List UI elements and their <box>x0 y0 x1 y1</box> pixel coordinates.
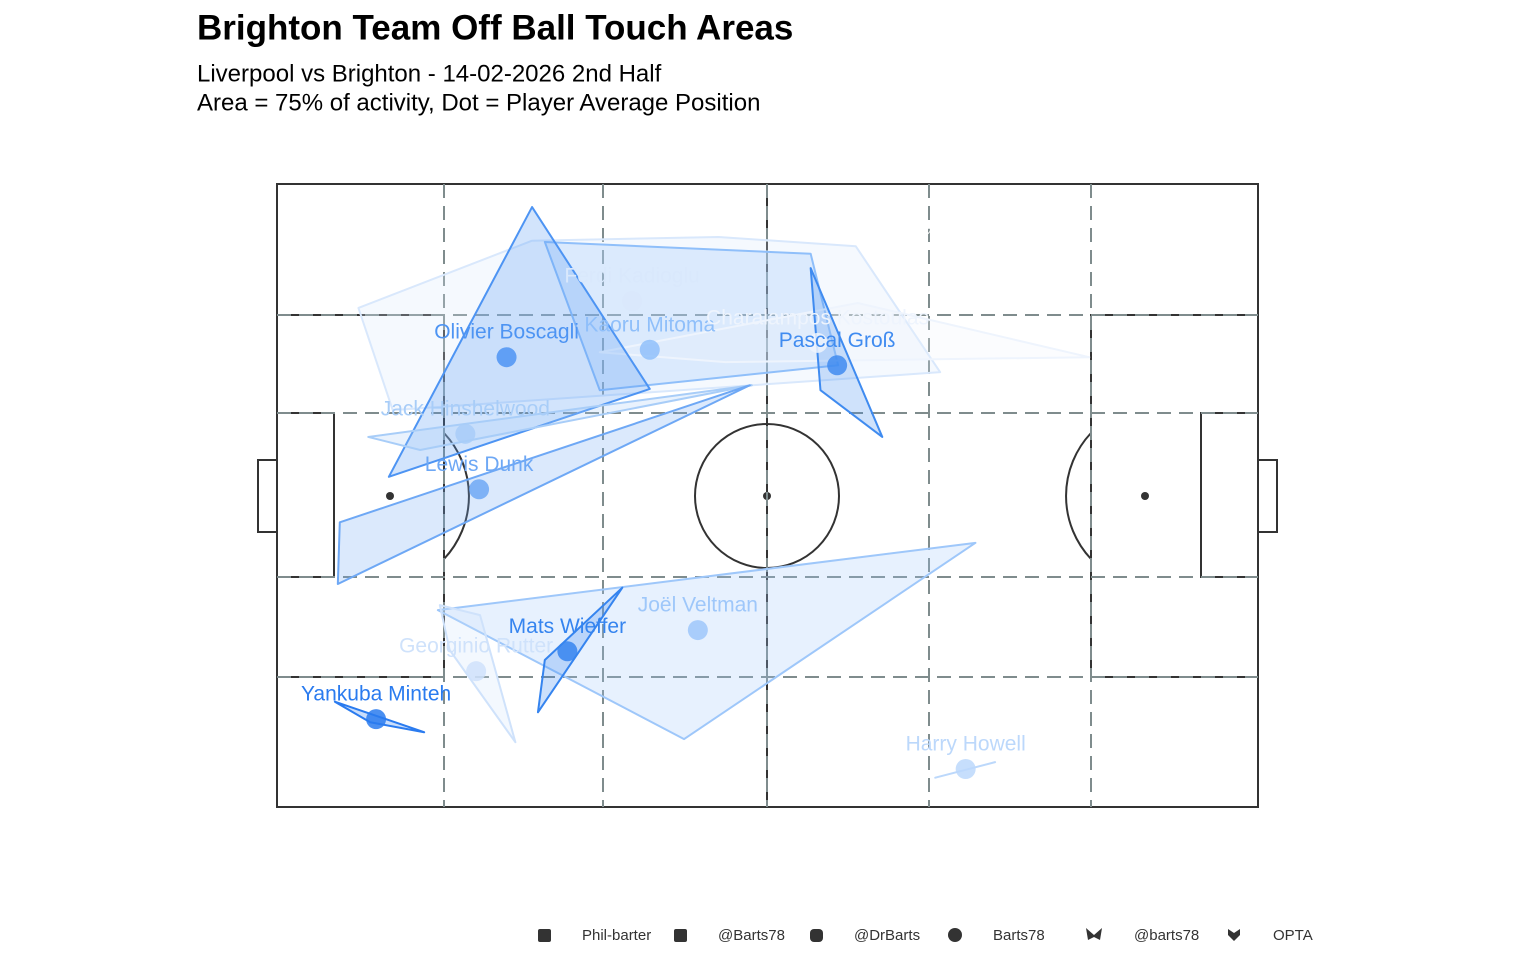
player-label: Pascal Groß <box>779 329 896 352</box>
mastodon-icon <box>810 929 823 942</box>
player-label: Jack Hinshelwood <box>381 397 550 420</box>
touch-area <box>436 541 977 741</box>
player-label: Joël Veltman <box>638 594 758 617</box>
goal <box>1257 459 1278 533</box>
player-dot <box>962 243 983 264</box>
chart-subtitle: Liverpool vs Brighton - 14-02-2026 2nd H… <box>197 60 662 87</box>
player-dot <box>466 661 487 682</box>
player-dot <box>366 709 387 730</box>
chart-title: Brighton Team Off Ball Touch Areas <box>197 8 793 47</box>
bluesky-icon <box>1086 928 1102 940</box>
touch-area <box>387 206 651 478</box>
touch-area <box>536 586 624 714</box>
player-dot <box>557 641 578 662</box>
penalty-spot <box>386 492 394 500</box>
x-icon <box>674 929 687 942</box>
chart-subtitle: Area = 75% of activity, Dot = Player Ave… <box>197 89 760 116</box>
player-dot <box>455 423 476 444</box>
goal <box>257 459 278 533</box>
touch-area <box>598 301 1091 364</box>
footer-text: @Barts78 <box>718 927 785 944</box>
touch-area <box>809 267 884 438</box>
player-label: Yankuba Minteh <box>301 683 451 706</box>
footer-text: Phil-barter <box>582 927 651 944</box>
player-dot <box>469 479 490 500</box>
six-yard-box <box>276 412 335 578</box>
player-label: Mats Wieffer <box>509 615 626 638</box>
footer-text: @DrBarts <box>854 927 920 944</box>
player-label: Charalampos Kostoulas <box>706 306 929 329</box>
penalty-arc <box>1065 432 1092 560</box>
player-label: Olivier Boscagli <box>434 321 579 344</box>
player-label: Georginio Rutter <box>399 635 553 658</box>
footer-text: @barts78 <box>1134 927 1199 944</box>
player-dot <box>955 758 976 779</box>
player-label: Carlos Baleba <box>907 217 1039 240</box>
touch-area <box>357 235 942 412</box>
player-label: Ferdi Kadioglu <box>564 265 699 288</box>
player-dot <box>496 347 517 368</box>
footer: Phil-barter @Barts78 @DrBarts Barts78 @b… <box>538 927 1313 944</box>
player-label: Harry Howell <box>906 733 1026 756</box>
player-dot <box>807 332 828 353</box>
player-label: Kaoru Mitoma <box>584 313 715 336</box>
dropbox-icon <box>1228 929 1240 941</box>
touch-area <box>934 761 997 779</box>
github-icon <box>948 928 962 942</box>
pitch <box>257 183 1278 808</box>
player-dot <box>622 291 643 312</box>
touch-area <box>336 384 751 585</box>
hulls <box>333 206 1091 779</box>
six-yard-box <box>1200 412 1259 578</box>
penalty-spot <box>1141 492 1149 500</box>
player-dot <box>827 355 848 376</box>
player-label: Lewis Dunk <box>425 453 534 476</box>
linkedin-icon <box>538 929 551 942</box>
players: Carlos Baleba Ferdi Kadioglu Kaoru MitomaC… <box>301 217 1039 779</box>
footer-text: OPTA <box>1273 927 1313 944</box>
player-dot <box>687 620 708 641</box>
player-dot <box>639 339 660 360</box>
penalty-arc <box>443 432 470 560</box>
penalty-box <box>1090 314 1259 678</box>
footer-text: Barts78 <box>993 927 1045 944</box>
